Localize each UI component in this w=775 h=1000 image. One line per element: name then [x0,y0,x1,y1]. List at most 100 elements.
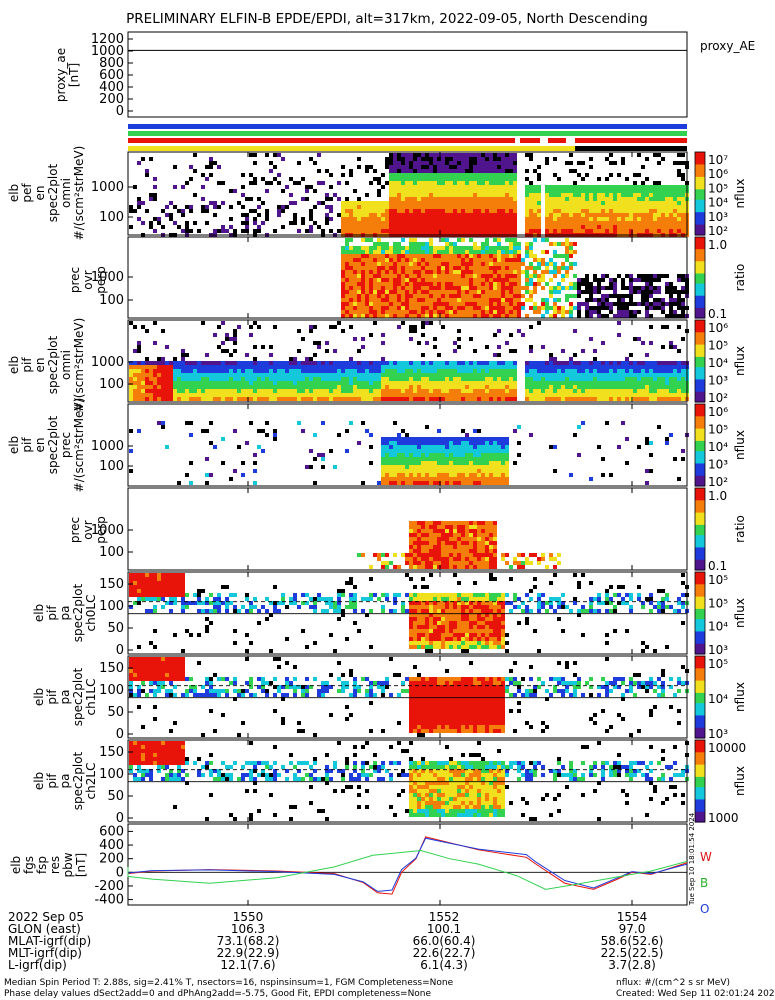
spectrogram-cell [405,361,409,365]
spectrogram-cell [489,205,493,209]
spectrogram-cell [305,381,309,385]
spectrogram-cell [449,389,453,393]
spectrogram-cell [281,369,285,373]
state-bar-gap [566,138,575,143]
spectrogram-cell [509,310,513,314]
spectrogram-cell [657,153,661,157]
spectrogram-cell [509,177,513,181]
proxy-ae-ytick-label: 400 [99,80,124,95]
spectrogram-cell [349,397,353,401]
spectrogram-cell [665,290,669,294]
spectrogram-cell [581,282,585,286]
spectrogram-cell [529,242,533,246]
spectrogram-cell [425,278,429,282]
spectrogram-cell [525,229,529,233]
spectrogram-cell [381,254,385,258]
spectrogram-cell [165,393,169,397]
spectrogram-cell [677,169,681,173]
spectrogram-cell [461,262,465,266]
spectrogram-cell [181,361,185,365]
spectrogram-cell [349,393,353,397]
spectrogram-cell [565,397,569,401]
spectrogram-cell [457,246,461,250]
spectrogram-cell [645,193,649,197]
spectrogram-cell [469,445,473,449]
spectrogram-cell [569,397,573,401]
spectrogram-cell [249,381,253,385]
spectrogram-cell [349,365,353,369]
spectrogram-cell [493,185,497,189]
spectrogram-cell [213,201,217,205]
spectrogram-cell [433,229,437,233]
spectrogram-cell [653,181,657,185]
spectrogram-cell [405,185,409,189]
spectrogram-cell [541,393,545,397]
spectrogram-cell [417,165,421,169]
spectrogram-cell [413,381,417,385]
spectrogram-cell [409,361,413,365]
spectrogram-cell [437,365,441,369]
spectrogram-cell [441,298,445,302]
spectrogram-cell [433,282,437,286]
spectrogram-cell [361,201,365,205]
spectrogram-cell [489,310,493,314]
spectrogram-cell [481,369,485,373]
spectrogram-cell [393,221,397,225]
spectrogram-cell [373,205,377,209]
spectrogram-cell [677,373,681,377]
spectrogram-cell [437,373,441,377]
spectrogram-cell [669,314,673,318]
spectrogram-cell [573,369,577,373]
spectrogram-cell [577,278,581,282]
spectrogram-cell [341,258,345,262]
spectrogram-cell [261,365,265,369]
spectrogram-cell [629,361,633,365]
spectrogram-cell [341,270,345,274]
spectrogram-cell [497,377,501,381]
spectrogram-cell [677,325,681,329]
spectrogram-cell [445,238,449,242]
spectrogram-cell [373,274,377,278]
spectrogram-cell [401,302,405,306]
spectrogram-cell [253,229,257,233]
spectrogram-cell [481,302,485,306]
spectrogram-cell [269,389,273,393]
spectrogram-cell [421,461,425,465]
spectrogram-cell [361,205,365,209]
spectrogram-cell [409,213,413,217]
spectrogram-cell [585,201,589,205]
spectrogram-cell [481,161,485,165]
spectrogram-cell [413,369,417,373]
spectrogram-cell [581,177,585,181]
spectrogram-cell [537,209,541,213]
spectrogram-cell [213,377,217,381]
spectrogram-cell [481,461,485,465]
spectrogram-cell [465,481,469,485]
spectrogram-cell [641,165,645,169]
colorbar-tick-label: 10⁴ [708,356,728,370]
spectrogram-cell [457,266,461,270]
spectrogram-cell [465,185,469,189]
spectrogram-cell [617,381,621,385]
spectrogram-cell [453,266,457,270]
spectrogram-cell [553,286,557,290]
spectrogram-cell [213,385,217,389]
spectrogram-cell [657,181,661,185]
spectrogram-cell [397,221,401,225]
spectrogram-cell [509,250,513,254]
spectrogram-cell [617,369,621,373]
spectrogram-cell [541,397,545,401]
spectrogram-cell [353,290,357,294]
spectrogram-cell [417,306,421,310]
spectrogram-cell [477,254,481,258]
spectrogram-cell [421,473,425,477]
spectrogram-cell [625,397,629,401]
spectrogram-cell [445,153,449,157]
spectrogram-cell [677,173,681,177]
spectrogram-cell [661,302,665,306]
spectrogram-cell [445,369,449,373]
spectrogram-cell [289,193,293,197]
spectrogram-cell [605,213,609,217]
spectrogram-cell [465,177,469,181]
spectrogram-cell [501,274,505,278]
